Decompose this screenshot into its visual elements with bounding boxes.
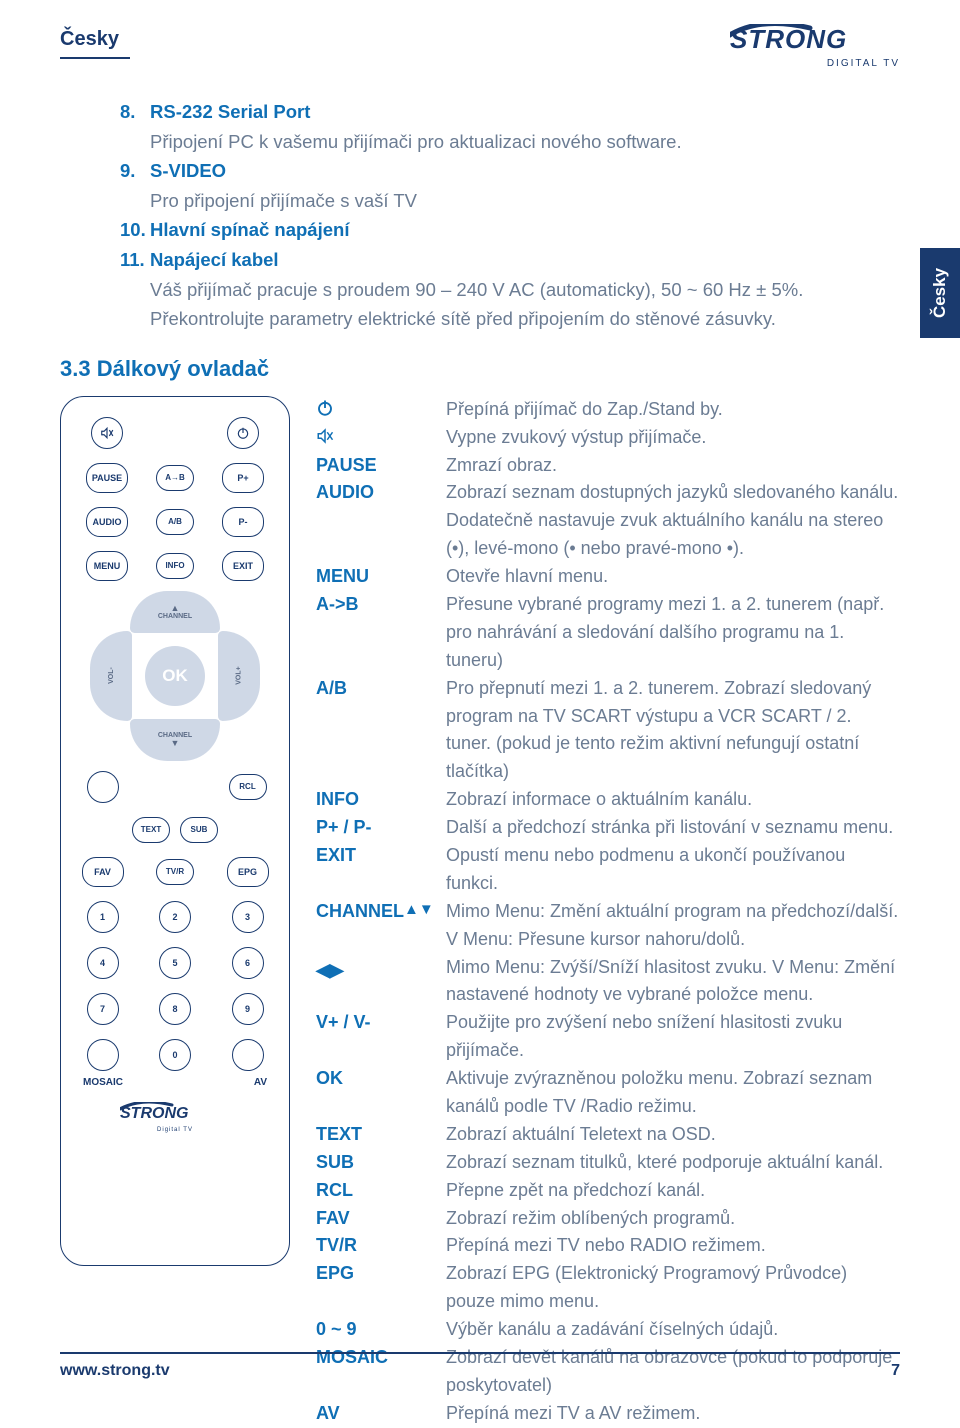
remote-label-av: AV [254, 1077, 267, 1088]
remote-btn-1: 1 [87, 901, 119, 933]
page-language-header: Česky [60, 28, 130, 59]
remote-btn-8: 8 [159, 993, 191, 1025]
remote-btn-text: TEXT [132, 817, 170, 843]
remote-nav-ok: OK [145, 646, 205, 706]
remote-btn-atob: A→B [156, 465, 194, 491]
desc-row: AVPřepíná mezi TV a AV režimem. [316, 1400, 900, 1428]
logo-subtext: DIGITAL TV [730, 58, 900, 69]
desc-row: AUDIOZobrazí seznam dostupných jazyků sl… [316, 479, 900, 563]
remote-btn-tvr: TV/R [156, 859, 194, 885]
brand-logo: STRONG DIGITAL TV [730, 24, 900, 69]
remote-btn-exit: EXIT [222, 551, 264, 581]
section-header: 3.3 Dálkový ovladač [60, 356, 900, 382]
side-language-tab: Česky [920, 248, 960, 338]
desc-row: P+ / P-Další a předchozí stránka při lis… [316, 814, 900, 842]
remote-nav-up: ▲CHANNEL [130, 591, 220, 633]
remote-btn-9: 9 [232, 993, 264, 1025]
desc-row: V+ / V-Použijte pro zvýšení nebo snížení… [316, 1009, 900, 1065]
remote-btn-pminus: P- [222, 507, 264, 537]
remote-btn-info: INFO [156, 553, 194, 579]
desc-row: EXITOpustí menu nebo podmenu a ukončí po… [316, 842, 900, 898]
port-list: 8.RS-232 Serial PortPřipojení PC k vašem… [120, 97, 900, 334]
remote-btn-sub: SUB [180, 817, 218, 843]
page-footer: www.strong.tv 7 [60, 1352, 900, 1380]
desc-row: ◀▶Mimo Menu: Zvýší/Sníží hlasitost zvuku… [316, 954, 900, 1010]
remote-btn-menu: MENU [86, 551, 128, 581]
desc-row: Přepíná přijímač do Zap./Stand by. [316, 396, 900, 424]
desc-row: CHANNEL ▲▼Mimo Menu: Změní aktuální prog… [316, 898, 900, 954]
remote-btn-fav: FAV [82, 857, 124, 887]
remote-btn-pause: PAUSE [86, 463, 128, 493]
remote-illustration: PAUSE A→B P+ AUDIO A/B P- MENU INFO EXIT… [60, 396, 290, 1266]
remote-navpad: ▲CHANNEL CHANNEL▼ VOL- VOL+ OK [90, 591, 260, 761]
remote-btn-mute [91, 417, 123, 449]
remote-btn-3: 3 [232, 901, 264, 933]
remote-nav-down: CHANNEL▼ [130, 719, 220, 761]
desc-row: A/BPro přepnutí mezi 1. a 2. tunerem. Zo… [316, 675, 900, 787]
remote-btn-6: 6 [232, 947, 264, 979]
desc-row: A->BPřesune vybrané programy mezi 1. a 2… [316, 591, 900, 675]
remote-btn-0: 0 [159, 1039, 191, 1071]
remote-btn-2: 2 [159, 901, 191, 933]
remote-btn-7: 7 [87, 993, 119, 1025]
desc-row: RCLPřepne zpět na předchozí kanál. [316, 1177, 900, 1205]
remote-btn-power [227, 417, 259, 449]
footer-url: www.strong.tv [60, 1362, 170, 1380]
desc-row: FAVZobrazí režim oblíbených programů. [316, 1205, 900, 1233]
desc-row: PAUSEZmrazí obraz. [316, 452, 900, 480]
remote-btn-blank2 [87, 1039, 119, 1071]
remote-btn-audio: AUDIO [86, 507, 128, 537]
desc-row: MENUOtevře hlavní menu. [316, 563, 900, 591]
remote-btn-epg: EPG [227, 857, 269, 887]
desc-row: TEXTZobrazí aktuální Teletext na OSD. [316, 1121, 900, 1149]
remote-nav-left: VOL- [90, 631, 132, 721]
remote-btn-rcl: RCL [229, 774, 267, 800]
desc-row: EPGZobrazí EPG (Elektronický Programový … [316, 1260, 900, 1316]
remote-btn-blank1 [87, 771, 119, 803]
remote-btn-blank3 [232, 1039, 264, 1071]
remote-logo-sub: Digital TV [73, 1127, 277, 1133]
desc-row: 0 ~ 9Výběr kanálu a zadávání číselných ú… [316, 1316, 900, 1344]
svg-text:STRONG: STRONG [120, 1105, 188, 1122]
desc-row: Vypne zvukový výstup přijímače. [316, 424, 900, 452]
remote-btn-5: 5 [159, 947, 191, 979]
desc-row: OKAktivuje zvýrazněnou položku menu. Zob… [316, 1065, 900, 1121]
remote-btn-4: 4 [87, 947, 119, 979]
remote-label-mosaic: MOSAIC [83, 1077, 123, 1088]
footer-page-number: 7 [891, 1362, 900, 1380]
remote-nav-right: VOL+ [218, 631, 260, 721]
remote-btn-ab: A/B [156, 509, 194, 535]
remote-descriptions: Přepíná přijímač do Zap./Stand by.Vypne … [316, 396, 900, 1428]
remote-btn-pplus: P+ [222, 463, 264, 493]
desc-row: TV/RPřepíná mezi TV nebo RADIO režimem. [316, 1232, 900, 1260]
desc-row: INFOZobrazí informace o aktuálním kanálu… [316, 786, 900, 814]
desc-row: SUBZobrazí seznam titulků, které podporu… [316, 1149, 900, 1177]
